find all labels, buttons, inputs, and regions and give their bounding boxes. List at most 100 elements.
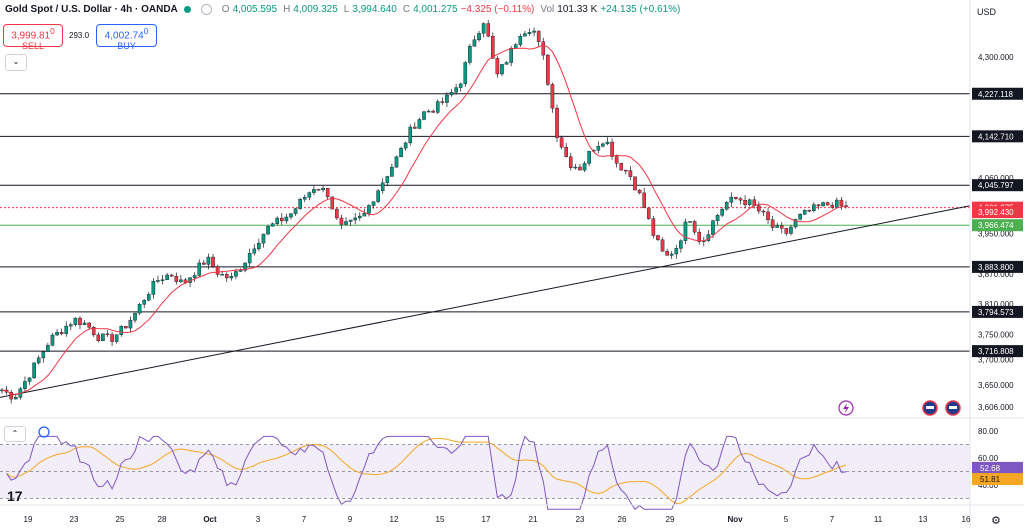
- date-tick-label: 11: [874, 515, 883, 524]
- date-tick-label: 21: [529, 515, 538, 524]
- candle-body: [385, 176, 390, 184]
- candle-body: [435, 101, 440, 113]
- candle-body: [261, 233, 266, 244]
- spread-value: 293.0: [69, 31, 90, 40]
- candle-body: [280, 217, 284, 222]
- chevron-down-icon[interactable]: ⌄: [5, 54, 27, 71]
- candle-body: [289, 213, 293, 218]
- buy-label: BUY: [117, 41, 136, 52]
- candle-body: [656, 235, 660, 240]
- candle-body: [468, 45, 472, 63]
- date-tick-label: 5: [784, 515, 789, 524]
- date-tick-label: 26: [618, 515, 627, 524]
- candle-body: [101, 333, 105, 342]
- level-price-label-box: [972, 179, 1023, 192]
- candle-body: [128, 320, 133, 329]
- candle-body: [146, 294, 151, 301]
- candle-body: [179, 279, 183, 282]
- candle-body: [390, 166, 394, 177]
- candle-body: [720, 208, 724, 216]
- high-value: 4,009.325: [293, 4, 338, 15]
- candle-body: [362, 213, 367, 217]
- candle-body: [637, 189, 642, 194]
- eye-icon[interactable]: [200, 4, 212, 15]
- candle-body: [646, 207, 651, 219]
- candle-body: [573, 166, 578, 169]
- candle-body: [36, 357, 41, 364]
- candle-body: [454, 87, 458, 93]
- symbol-legend: Gold Spot / U.S. Dollar · 4h · OANDA O 4,…: [5, 4, 680, 15]
- candle-body: [422, 111, 426, 120]
- candle-body: [642, 192, 646, 209]
- close-label: C: [402, 4, 411, 15]
- candle-body: [243, 262, 247, 271]
- candle-body: [394, 156, 399, 168]
- sell-label: SELL: [21, 41, 45, 52]
- candle-body: [481, 23, 486, 34]
- candle-body: [523, 33, 527, 37]
- candle-body: [224, 274, 229, 279]
- candle-body: [307, 192, 312, 198]
- candle-body: [761, 210, 766, 213]
- candle-body: [321, 187, 325, 191]
- chart-icons: [38, 400, 961, 438]
- gear-icon[interactable]: ⚙: [991, 515, 1001, 527]
- candle-body: [738, 198, 743, 201]
- date-tick-label: 7: [830, 515, 835, 524]
- close-value: 4,001.275: [413, 4, 458, 15]
- candle-body: [798, 214, 802, 220]
- candle-body: [105, 333, 110, 336]
- candle-body: [110, 334, 114, 342]
- buy-button[interactable]: 4,002.740 BUY: [96, 24, 157, 51]
- level-price-label-box: [972, 260, 1023, 273]
- flag-stripe: [949, 406, 957, 409]
- candle-body: [541, 41, 546, 56]
- candle-body: [825, 202, 830, 206]
- volume-value: 101.33 K: [557, 4, 598, 15]
- lightning-icon: [838, 400, 854, 416]
- date-tick-label: 17: [482, 515, 491, 524]
- candle-body: [202, 262, 206, 265]
- candle-body: [192, 275, 197, 278]
- rsi-tick-label: 80.00: [978, 427, 999, 436]
- candle-body: [559, 137, 564, 148]
- rsi-band: [0, 444, 970, 499]
- date-tick-label: 15: [436, 515, 445, 524]
- level-price-label: 4,227.118: [978, 90, 1014, 99]
- candle-body: [284, 216, 289, 222]
- currency-label[interactable]: USD: [977, 7, 997, 17]
- candle-body: [23, 381, 27, 389]
- candle-body: [747, 199, 752, 206]
- candle-body: [835, 199, 839, 208]
- open-label: O: [221, 4, 230, 15]
- price-tick-label: 3,606.000: [978, 403, 1014, 412]
- candle-body: [399, 148, 403, 158]
- rsi-tick-label: 40.00: [978, 481, 999, 490]
- candle-body: [9, 391, 13, 400]
- chevron-up-icon[interactable]: ⌃: [4, 426, 26, 442]
- rsi-ma-box: [972, 473, 1023, 486]
- candle-body: [711, 220, 715, 235]
- market-status-icon: [183, 6, 191, 13]
- candle-body: [532, 30, 536, 33]
- high-label: H: [283, 4, 291, 15]
- level-price-label-box: [972, 130, 1023, 143]
- candle-body: [408, 126, 413, 144]
- candle-body: [160, 279, 165, 281]
- ma-line: [1, 44, 847, 396]
- lightning-bolt: [843, 403, 849, 413]
- date-tick-label: 9: [348, 515, 353, 524]
- candle-body: [169, 274, 174, 277]
- candle-body: [821, 202, 825, 207]
- candle-body: [257, 242, 261, 250]
- candle-body: [13, 397, 18, 400]
- sell-button[interactable]: 3,999.810 SELL: [3, 24, 63, 51]
- candle-body: [64, 325, 69, 334]
- rsi-value-box: [972, 461, 1023, 474]
- candle-body: [669, 253, 674, 256]
- candle-body: [504, 62, 509, 65]
- flag-stripe: [926, 406, 934, 409]
- candle-body: [325, 187, 330, 198]
- candle-body: [610, 141, 614, 157]
